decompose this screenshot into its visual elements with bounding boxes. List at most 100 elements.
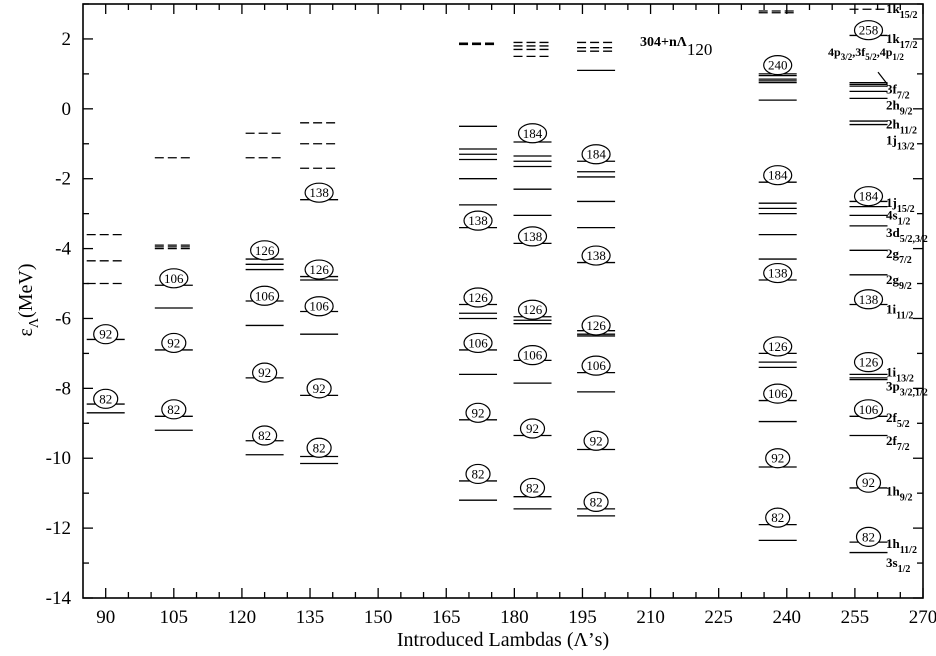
shell-closure-label: 92 (306, 378, 332, 399)
shell-closure-ellipse (304, 296, 334, 317)
shell-closure-label: 82 (519, 477, 546, 499)
shell-closure-label: 106 (853, 399, 884, 420)
shell-closure-ellipse (250, 285, 280, 306)
shell-closure-label: 106 (159, 268, 189, 289)
shell-closure-ellipse (517, 345, 548, 366)
shell-closure-ellipse (853, 352, 884, 373)
shell-closure-number: 126 (768, 339, 788, 354)
shell-closure-label: 138 (853, 289, 884, 310)
shell-closure-label: 92 (252, 362, 278, 383)
y-tick-label: -12 (46, 518, 71, 539)
state-label: 3f7/2 (886, 82, 910, 102)
y-axis-label-main: ε (15, 328, 37, 336)
shell-closure-number: 138 (468, 213, 488, 228)
shell-closure-label: 82 (855, 526, 882, 547)
shell-closure-number: 106 (586, 358, 606, 373)
shell-closure-ellipse (463, 210, 493, 231)
shell-closure-number: 138 (586, 248, 606, 263)
state-label: 1h11/2 (886, 536, 917, 556)
shell-closure-ellipse (517, 226, 548, 247)
shell-closure-number: 106 (255, 288, 275, 303)
shell-closure-label: 138 (581, 245, 611, 266)
shell-closure-ellipse (765, 507, 791, 528)
shell-closure-label: 82 (93, 388, 119, 409)
state-label: 1i11/2 (886, 302, 913, 322)
shell-closure-ellipse (763, 55, 793, 76)
shell-closure-number: 138 (523, 229, 543, 244)
shell-labels: 92 82 106 92 82 126 106 92 82 138 126 106 92 82 138 126… (93, 20, 884, 547)
shell-closure-ellipse (250, 240, 280, 261)
shell-closure-ellipse (463, 332, 493, 354)
shell-closure-ellipse (161, 332, 187, 354)
chart-title-main: 304+nΛ (640, 35, 687, 50)
y-tick-label: -8 (55, 378, 71, 399)
chart-title-sub: 120 (687, 40, 713, 59)
shell-closure-label: 138 (763, 262, 793, 284)
shell-closure-number: 106 (768, 386, 788, 401)
y-axis-label: εΛ(MeV) (15, 264, 42, 337)
shell-closure-label: 184 (517, 123, 548, 144)
shell-closure-label: 138 (463, 210, 493, 231)
shell-closure-label: 92 (93, 324, 119, 345)
state-label: 2h11/2 (886, 117, 917, 137)
shell-closure-ellipse (581, 245, 611, 266)
x-tick-label: 225 (704, 607, 733, 628)
shell-closure-number: 82 (472, 466, 485, 481)
state-label: 2h9/2 (886, 97, 913, 117)
shell-closure-ellipse (519, 477, 546, 499)
shell-closure-label: 82 (583, 491, 609, 513)
plot-frame (82, 3, 924, 599)
shell-closure-label: 92 (583, 430, 609, 451)
shell-closure-number: 126 (255, 243, 275, 258)
shell-closure-label: 82 (765, 507, 791, 528)
shell-closure-ellipse (306, 437, 332, 458)
x-tick-label: 90 (96, 607, 115, 628)
state-label: 1i13/2 (886, 365, 914, 385)
shell-closure-number: 92 (771, 451, 784, 466)
shell-closure-label: 82 (465, 463, 491, 485)
shell-closure-number: 92 (526, 421, 539, 436)
state-label: 1k17/2 (886, 31, 918, 51)
shell-closure-ellipse (853, 289, 884, 310)
shell-closure-ellipse (161, 399, 187, 420)
shell-closure-ellipse (304, 259, 334, 280)
shell-closure-ellipse (583, 430, 609, 451)
x-tick-label: 210 (636, 607, 665, 628)
shell-closure-ellipse (853, 186, 884, 207)
shell-closure-label: 92 (465, 402, 491, 423)
shell-closure-number: 106 (468, 335, 488, 350)
shell-closure-number: 92 (167, 335, 180, 350)
shell-closure-number: 258 (859, 23, 879, 38)
shell-closure-ellipse (306, 378, 332, 399)
shell-closure-label: 92 (161, 332, 187, 354)
state-label: 2g7/2 (886, 246, 912, 266)
y-axis-label-rest: (MeV) (15, 264, 37, 318)
shell-closure-label: 92 (519, 418, 546, 439)
shell-closure-label: 126 (250, 240, 280, 261)
shell-closure-label: 106 (763, 383, 793, 404)
state-label: 1j13/2 (886, 132, 915, 152)
shell-closure-number: 82 (258, 428, 271, 443)
shell-closure-number: 184 (586, 147, 606, 162)
shell-closure-number: 126 (586, 318, 606, 333)
shell-closure-number: 184 (523, 126, 543, 141)
shell-closure-number: 106 (309, 299, 329, 314)
shell-closure-number: 82 (590, 494, 603, 509)
shell-closure-number: 126 (309, 262, 329, 277)
shell-closure-label: 106 (304, 296, 334, 317)
x-tick-label: 180 (500, 607, 529, 628)
shell-closure-label: 92 (765, 448, 791, 469)
shell-closure-number: 92 (258, 365, 271, 380)
shell-closure-number: 106 (523, 348, 543, 363)
state-label: 1j15/2 (886, 195, 915, 215)
shell-closure-number: 82 (771, 510, 784, 525)
y-tick-label: -10 (46, 448, 71, 469)
state-label: 1h9/2 (886, 483, 913, 503)
shell-closure-ellipse (159, 268, 189, 289)
shell-closure-ellipse (581, 315, 611, 336)
shell-closure-number: 138 (859, 292, 879, 307)
shell-closure-number: 240 (768, 58, 788, 73)
shell-closure-ellipse (853, 20, 884, 41)
